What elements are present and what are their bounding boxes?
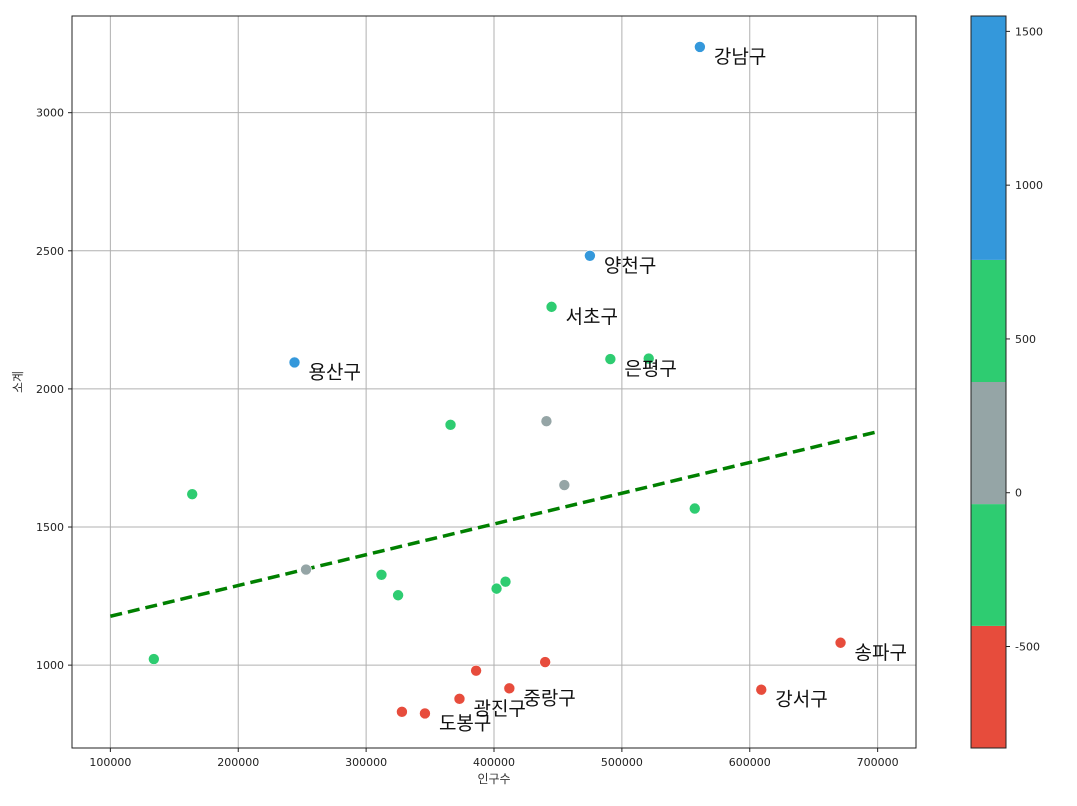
colorbar-tick-label: -500 bbox=[1015, 641, 1040, 654]
colorbar-tick-label: 500 bbox=[1015, 333, 1036, 346]
data-point bbox=[470, 664, 482, 677]
x-axis-label: 인구수 bbox=[477, 772, 510, 786]
data-point bbox=[503, 682, 516, 695]
data-point bbox=[694, 41, 706, 53]
colorbar: -500 0 500 1000 1500 bbox=[970, 15, 1043, 749]
point-annotation: 광진구 bbox=[473, 698, 525, 720]
data-point bbox=[642, 352, 655, 365]
y-axis: 1000 1500 2000 2500 3000 bbox=[36, 107, 72, 672]
data-point bbox=[444, 419, 457, 431]
data-point bbox=[834, 636, 847, 649]
x-tick-label: 200000 bbox=[217, 756, 259, 769]
y-tick-label: 1500 bbox=[36, 521, 64, 534]
x-tick-label: 300000 bbox=[345, 756, 387, 769]
colorbar-band bbox=[971, 504, 1006, 626]
point-annotation: 강서구 bbox=[775, 689, 827, 711]
colorbar-band bbox=[971, 259, 1006, 382]
data-point bbox=[540, 415, 553, 428]
point-annotation: 도봉구 bbox=[439, 712, 491, 734]
point-annotation: 강남구 bbox=[714, 46, 766, 68]
data-point bbox=[604, 353, 617, 365]
point-annotation: 용산구 bbox=[309, 361, 361, 383]
data-point bbox=[453, 693, 466, 705]
y-tick-label: 1000 bbox=[36, 659, 64, 672]
x-tick-label: 400000 bbox=[473, 756, 515, 769]
data-point bbox=[545, 301, 558, 313]
colorbar-band bbox=[971, 625, 1006, 748]
grid-layer bbox=[72, 16, 916, 748]
data-point bbox=[584, 249, 596, 262]
y-tick-label: 2500 bbox=[36, 245, 64, 258]
point-annotation: 중랑구 bbox=[523, 687, 575, 709]
data-point bbox=[375, 569, 388, 581]
colorbar-tick-label: 1000 bbox=[1015, 179, 1043, 192]
data-point bbox=[148, 653, 160, 665]
colorbar-band bbox=[971, 16, 1006, 260]
x-tick-label: 600000 bbox=[729, 756, 771, 769]
data-point bbox=[558, 479, 571, 491]
trend-layer bbox=[109, 430, 879, 618]
x-axis: 100000 200000 300000 400000 500000 600000 7000… bbox=[89, 748, 899, 769]
points-layer bbox=[148, 41, 847, 720]
data-point bbox=[419, 707, 431, 720]
x-tick-label: 500000 bbox=[601, 756, 643, 769]
y-axis-label: 소계 bbox=[11, 371, 25, 393]
data-point bbox=[499, 575, 512, 588]
data-point bbox=[288, 356, 301, 369]
data-point bbox=[755, 683, 768, 696]
point-annotation: 서초구 bbox=[566, 306, 618, 328]
data-point bbox=[539, 656, 551, 668]
data-point bbox=[396, 706, 408, 718]
colorbar-tick-label: 1500 bbox=[1015, 25, 1043, 38]
data-point bbox=[392, 589, 404, 602]
x-tick-label: 100000 bbox=[89, 756, 131, 769]
data-point bbox=[490, 582, 503, 595]
data-point bbox=[688, 502, 701, 515]
y-tick-label: 3000 bbox=[36, 107, 64, 120]
x-tick-label: 700000 bbox=[857, 756, 899, 769]
point-annotation: 송파구 bbox=[855, 642, 907, 664]
point-annotation: 은평구 bbox=[624, 358, 676, 380]
data-point bbox=[186, 488, 199, 500]
trend-line bbox=[109, 430, 879, 618]
colorbar-tick-label: 0 bbox=[1015, 487, 1022, 500]
colorbar-frame bbox=[970, 15, 1007, 749]
data-point bbox=[300, 563, 312, 576]
point-annotation: 양천구 bbox=[604, 255, 656, 277]
colorbar-band bbox=[971, 382, 1006, 505]
y-tick-label: 2000 bbox=[36, 383, 64, 396]
